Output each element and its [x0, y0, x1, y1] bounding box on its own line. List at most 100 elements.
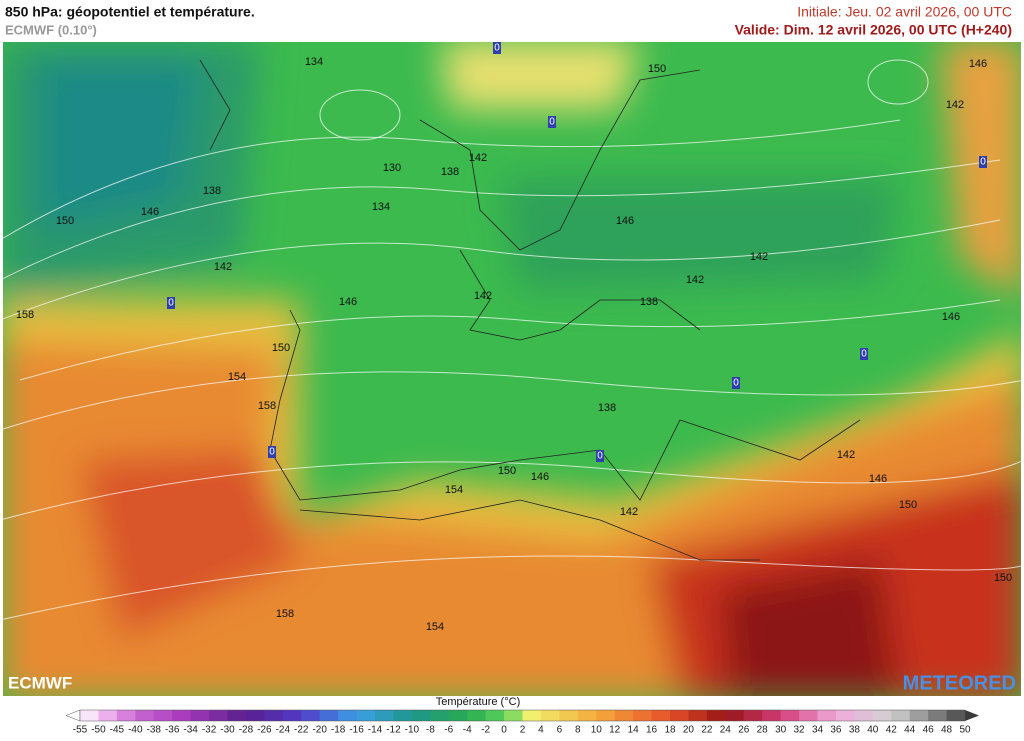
colorbar-frame	[79, 709, 966, 722]
colorbar-tick-label: 4	[538, 725, 544, 736]
zero-label-box	[860, 348, 868, 360]
colorbar-swatch	[448, 710, 468, 721]
colorbar-swatch	[633, 710, 653, 721]
colorbar-swatch	[891, 710, 911, 721]
contour-label: 146	[942, 311, 960, 323]
contour-label: 150	[272, 342, 290, 354]
colorbar-swatch	[835, 710, 855, 721]
colorbar-swatch	[209, 710, 228, 721]
colorbar-tick-label: 10	[591, 725, 603, 736]
contour-label: 158	[258, 400, 276, 412]
colorbar-tick-label: -40	[128, 725, 143, 736]
colorbar-swatch	[282, 710, 302, 721]
colorbar-swatch	[596, 710, 616, 721]
colorbar-swatch	[743, 710, 763, 721]
contour-label: 142	[946, 99, 964, 111]
zero-label-box	[979, 156, 987, 168]
contour-label: 142	[214, 261, 232, 273]
contour-label: 138	[203, 185, 221, 197]
contour-label: 138	[640, 296, 658, 308]
colorbar-swatch	[780, 710, 800, 721]
colorbar-swatch	[411, 710, 431, 721]
contour-label: 146	[616, 215, 634, 227]
colorbar-tick-label: -50	[91, 725, 106, 736]
contour-label: 150	[56, 215, 74, 227]
colorbar-tick-label: 42	[886, 725, 898, 736]
colorbar-swatch	[522, 710, 542, 721]
colorbar-swatch	[651, 710, 671, 721]
contour-label: 146	[141, 206, 159, 218]
colorbar-swatch	[762, 710, 782, 721]
contour-label: 154	[426, 621, 444, 633]
zero-label-box	[268, 446, 276, 458]
colorbar-tick-label: 6	[557, 725, 563, 736]
colorbar-swatch	[614, 710, 634, 721]
colorbar-tick-label: -16	[349, 725, 364, 736]
colorbar-tick-label: -20	[312, 725, 327, 736]
colorbar-tick-label: -45	[110, 725, 125, 736]
colorbar-swatch	[817, 710, 837, 721]
contour-label: 158	[16, 309, 34, 321]
colorbar-swatch	[172, 710, 192, 721]
colorbar-tick-label: -10	[405, 725, 420, 736]
colorbar-tick-label: -4	[463, 725, 472, 736]
colorbar-tick-label: 28	[757, 725, 769, 736]
colorbar-tick-label: -26	[257, 725, 272, 736]
colorbar-tick-label: -36	[165, 725, 180, 736]
zero-label-box	[732, 377, 740, 389]
contour-label: 146	[531, 471, 549, 483]
colorbar-start	[65, 709, 81, 722]
colorbar-tick-label: 38	[849, 725, 861, 736]
colorbar-swatch	[799, 710, 818, 721]
zero-label: 0	[733, 378, 739, 389]
colorbar-swatch	[872, 710, 892, 721]
colorbar-swatch	[356, 710, 376, 721]
colorbar-tick-label: -24	[276, 725, 291, 736]
contour-label: 150	[899, 499, 917, 511]
contour-label: 134	[372, 201, 390, 213]
zero-label: 0	[494, 43, 500, 54]
colorbar-swatch	[245, 710, 265, 721]
colorbar: -55 -50 -45 -40 -38 -36 -34 -32 -30 -28 -26 -24 -22-…	[65, 709, 979, 736]
zero-label: 0	[861, 349, 867, 360]
colorbar-swatch	[375, 710, 394, 721]
colorbar-tick-label: 8	[575, 725, 581, 736]
colorbar-swatch	[338, 710, 358, 721]
model: ECMWF (0.10°)	[5, 22, 97, 37]
contour-labels: 134 130 138 142 134 138 146 150 142 146 142 158 150 1…	[16, 56, 1012, 633]
contour-label: 150	[648, 63, 666, 75]
colorbar-swatch	[485, 710, 505, 721]
contour-label: 142	[620, 506, 638, 518]
colorbar-tick-label: 26	[738, 725, 750, 736]
colorbar-tick-label: 2	[520, 725, 526, 736]
zero-label-box	[167, 297, 175, 309]
title: 850 hPa: géopotentiel et température.	[5, 4, 255, 20]
colorbar-swatch	[706, 710, 726, 721]
contour-label: 154	[228, 371, 246, 383]
colorbar-tick-label: -8	[426, 725, 435, 736]
colorbar-swatch	[227, 710, 247, 721]
logo-meteored: METEORED	[903, 672, 1016, 694]
colorbar-tick-label: 12	[609, 725, 621, 736]
contour-label: 134	[305, 56, 323, 68]
zero-label-box	[596, 450, 604, 462]
contour-label: 150	[498, 465, 516, 477]
colorbar-tick-label: 0	[501, 725, 507, 736]
contour-label: 138	[598, 402, 616, 414]
map	[3, 42, 1021, 696]
colorbar-swatch	[577, 710, 597, 721]
colorbar-end	[965, 710, 979, 721]
colorbar-tick-label: -14	[368, 725, 383, 736]
colorbar-swatch	[946, 710, 966, 721]
colorbar-swatch	[319, 710, 339, 721]
zero-label-box	[493, 42, 501, 54]
zero-label: 0	[980, 157, 986, 168]
valid-time: Valide: Dim. 12 avril 2026, 00 UTC (H+24…	[735, 22, 1012, 38]
colorbar-swatch	[928, 710, 948, 721]
colorbar-tick-label: -6	[444, 725, 453, 736]
contour-label: 138	[441, 166, 459, 178]
contour-label: 142	[686, 274, 704, 286]
colorbar-tick-label: 48	[941, 725, 953, 736]
